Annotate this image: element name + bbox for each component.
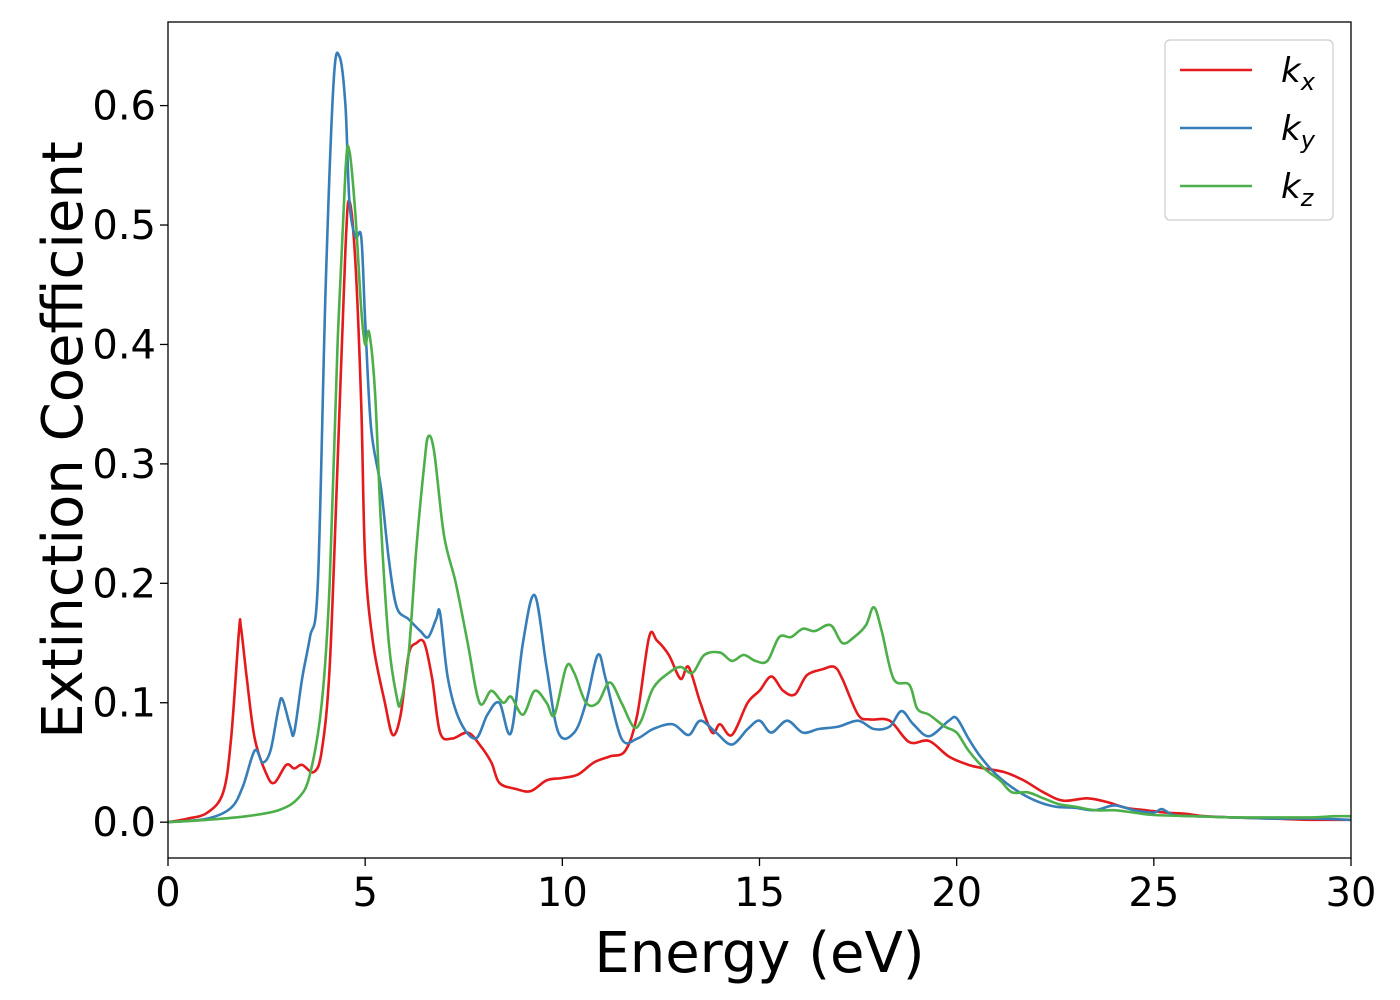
y-axis-ticks: 0.0 0.1 0.2 0.3 0.4 0.5 0.6 <box>92 84 168 846</box>
legend: kx ky kz <box>1164 39 1334 221</box>
y-tick-label: 0.1 <box>92 681 156 727</box>
y-tick-label: 0.6 <box>92 84 156 130</box>
y-tick-label: 0.0 <box>92 800 156 846</box>
y-tick-label: 0.5 <box>92 203 156 249</box>
x-tick-label: 0 <box>155 870 180 916</box>
x-tick-label: 20 <box>931 870 982 916</box>
series-layer <box>168 51 1351 824</box>
y-tick-label: 0.4 <box>92 322 156 368</box>
x-axis-ticks: 0 5 10 15 20 25 30 <box>155 858 1376 916</box>
series-line-ky <box>168 51 1351 824</box>
legend-label-kx: kx <box>1281 51 1316 96</box>
x-tick-label: 15 <box>734 870 785 916</box>
y-tick-label: 0.3 <box>92 442 156 488</box>
legend-label-kz: kz <box>1281 167 1315 212</box>
x-axis-label: Energy (eV) <box>594 921 924 986</box>
legend-box <box>1164 39 1334 221</box>
x-tick-label: 5 <box>352 870 377 916</box>
x-tick-label: 30 <box>1326 870 1377 916</box>
series-line-kz <box>168 144 1351 824</box>
legend-label-ky: ky <box>1281 109 1316 154</box>
y-axis-label: Extinction Coefficient <box>31 141 96 739</box>
y-tick-label: 0.2 <box>92 561 156 607</box>
x-tick-label: 10 <box>537 870 588 916</box>
x-tick-label: 25 <box>1128 870 1179 916</box>
